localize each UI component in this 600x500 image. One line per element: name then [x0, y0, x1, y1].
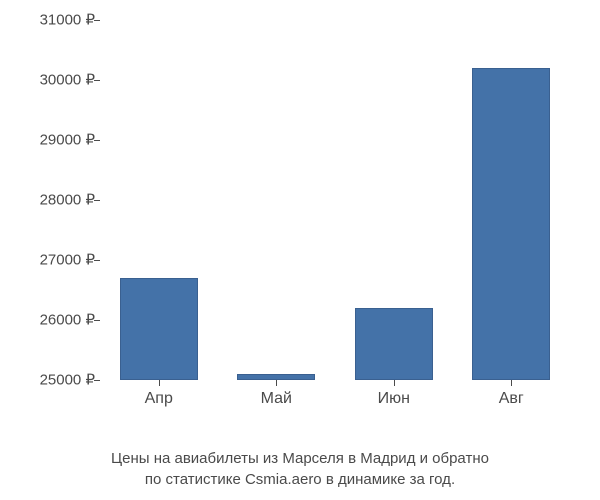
y-tick-label: 28000 ₽: [10, 193, 95, 208]
bar: [120, 278, 198, 380]
plot-area: 25000 ₽26000 ₽27000 ₽28000 ₽29000 ₽30000…: [100, 20, 570, 380]
chart-caption: Цены на авиабилеты из Марселя в Мадрид и…: [0, 448, 600, 490]
y-tick-label: 29000 ₽: [10, 133, 95, 148]
bar-group: Май: [225, 374, 328, 380]
y-tick-label: 26000 ₽: [10, 313, 95, 328]
y-tick-label: 27000 ₽: [10, 253, 95, 268]
x-tick-mark: [159, 380, 160, 386]
x-tick-label: Апр: [107, 390, 210, 408]
y-tick-label: 31000 ₽: [10, 13, 95, 28]
x-tick-mark: [276, 380, 277, 386]
y-tick-label: 25000 ₽: [10, 373, 95, 388]
x-tick-label: Май: [225, 390, 328, 408]
caption-line-2: по статистике Csmia.aero в динамике за г…: [145, 471, 455, 488]
x-tick-mark: [511, 380, 512, 386]
bar: [355, 308, 433, 380]
bar: [472, 68, 550, 380]
y-tick-label: 30000 ₽: [10, 73, 95, 88]
caption-line-1: Цены на авиабилеты из Марселя в Мадрид и…: [111, 450, 489, 467]
bar-group: Авг: [460, 68, 563, 380]
chart-container: 25000 ₽ 26000 ₽ 27000 ₽ 28000 ₽ 29000 ₽ 30000…: [0, 0, 600, 500]
x-tick-label: Авг: [460, 390, 563, 408]
x-tick-mark: [394, 380, 395, 386]
bar-group: Апр: [107, 278, 210, 380]
bar-group: Июн: [342, 308, 445, 380]
x-tick-label: Июн: [342, 390, 445, 408]
y-tick-mark: [94, 380, 100, 381]
bars-container: Апр Май ИюнАвг: [100, 20, 570, 380]
